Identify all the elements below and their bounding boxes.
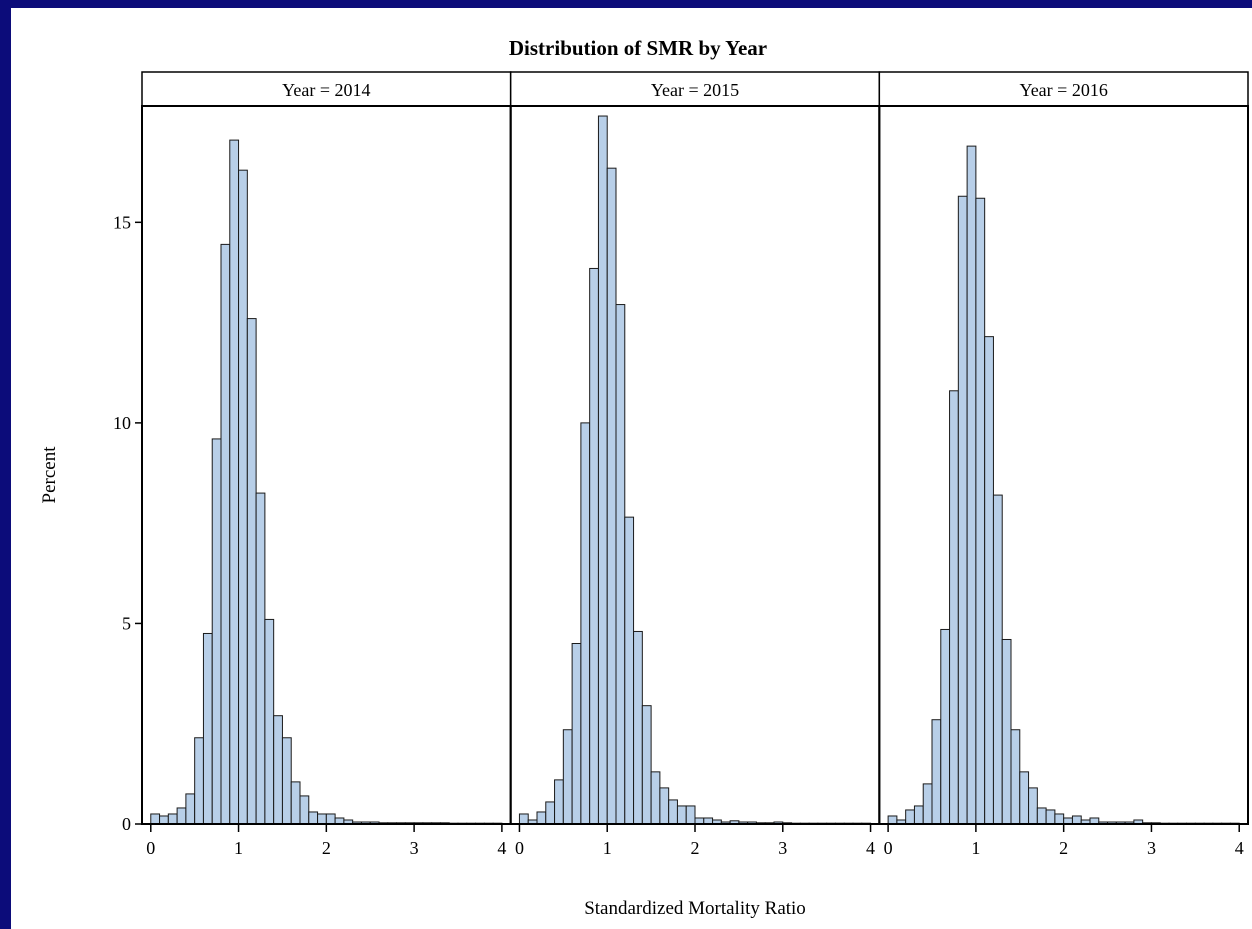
histogram-bar — [273, 715, 283, 825]
histogram-bar — [317, 813, 327, 825]
y-tick-label: 15 — [113, 212, 131, 232]
histogram-bar — [624, 516, 635, 825]
histogram-bar — [659, 787, 670, 825]
x-tick-label: 1 — [234, 838, 243, 858]
histogram-bar — [229, 139, 240, 825]
histogram-bar — [984, 336, 994, 825]
panel-border — [141, 105, 512, 825]
histogram-bar — [211, 438, 222, 825]
histogram-bar — [641, 705, 652, 825]
x-tick-label: 3 — [1147, 838, 1156, 858]
x-tick-label: 0 — [146, 838, 155, 858]
x-tick-label: 4 — [1235, 838, 1244, 858]
panel-1: Year = 2014 0 1 2 3 4 — [141, 71, 512, 858]
histogram-bar — [290, 781, 301, 825]
histogram-bar — [633, 630, 643, 825]
histogram-bar — [246, 318, 257, 825]
histogram-bar — [1001, 638, 1012, 825]
panel-header-label: Year = 2016 — [1020, 80, 1108, 100]
histogram-bar — [176, 807, 187, 825]
histogram-bar — [281, 737, 292, 825]
histogram-bar — [913, 805, 924, 825]
histogram-bar — [167, 813, 178, 825]
y-tick-label: 10 — [113, 413, 131, 433]
histogram-bar — [1028, 787, 1038, 825]
y-axis-label: Percent — [39, 446, 60, 504]
x-tick-label: 2 — [691, 838, 700, 858]
histogram-bar — [159, 815, 169, 825]
histogram-bar — [676, 805, 687, 825]
histogram-bar — [264, 618, 275, 825]
histogram-bar — [1071, 815, 1082, 825]
histogram-bar — [202, 632, 213, 825]
chart-canvas: Distribution of SMR by Year Percent Stan… — [39, 36, 1249, 919]
histogram-bar — [949, 390, 959, 825]
x-tick-label: 3 — [410, 838, 419, 858]
histogram-bar — [650, 771, 661, 825]
histogram-bar — [597, 115, 608, 825]
histogram-bar — [308, 811, 319, 825]
x-tick-label: 2 — [322, 838, 331, 858]
histogram-bar — [571, 642, 582, 825]
x-axis-label: Standardized Mortality Ratio — [584, 898, 806, 919]
histogram-bar — [887, 815, 898, 825]
histogram-bar — [957, 195, 968, 825]
histogram-bar — [922, 783, 933, 825]
histogram-bar — [685, 805, 696, 825]
histogram-bar — [1019, 771, 1030, 825]
histogram-bar — [299, 795, 310, 825]
panel-2: Year = 2015 0 1 2 3 4 — [509, 71, 881, 858]
panel-header-label: Year = 2015 — [651, 80, 739, 100]
histogram-bar — [1045, 809, 1056, 825]
histogram-bar — [615, 304, 626, 825]
histogram-bar — [966, 145, 977, 825]
panel-border — [509, 105, 881, 825]
histogram-bar — [194, 737, 204, 825]
y-tick-label: 5 — [122, 613, 131, 633]
histogram-bar — [255, 492, 266, 825]
panel-header-label: Year = 2014 — [282, 80, 370, 100]
chart-title: Distribution of SMR by Year — [509, 36, 767, 60]
y-tick-label: 0 — [122, 814, 131, 834]
histogram-bar — [150, 813, 161, 825]
panel-header — [509, 71, 881, 107]
histogram-bar — [220, 243, 231, 825]
histogram-bar — [992, 494, 1003, 825]
histogram-bar — [562, 729, 573, 825]
histogram-bar — [1010, 729, 1021, 825]
histogram-bar — [580, 422, 591, 825]
x-tick-label: 3 — [778, 838, 787, 858]
histogram-bar — [589, 267, 599, 825]
histogram-bar — [931, 719, 942, 825]
x-tick-label: 1 — [971, 838, 980, 858]
histogram-bar — [238, 169, 248, 825]
histogram-bar — [1054, 813, 1065, 825]
panel-border — [878, 105, 1249, 825]
panel-3: Year = 2016 0 1 2 3 4 — [878, 71, 1249, 858]
histogram-bar — [325, 813, 336, 825]
histogram-bar — [975, 197, 986, 825]
x-tick-label: 4 — [866, 838, 875, 858]
x-tick-label: 0 — [884, 838, 893, 858]
histogram-bar — [536, 811, 547, 825]
histogram-bar — [554, 779, 564, 825]
panel-header — [141, 71, 512, 107]
x-tick-label: 4 — [497, 838, 506, 858]
histogram-bar — [518, 813, 529, 825]
histogram-bar — [185, 793, 196, 825]
histogram-bar — [940, 628, 951, 825]
histogram-bar — [1036, 807, 1047, 825]
histogram-bar — [668, 799, 678, 825]
histogram-bar — [606, 167, 617, 825]
x-tick-label: 0 — [515, 838, 524, 858]
chart-frame: Distribution of SMR by Year Percent Stan… — [11, 8, 1252, 929]
x-tick-label: 1 — [603, 838, 612, 858]
x-tick-label: 2 — [1059, 838, 1068, 858]
histogram-bar — [905, 809, 915, 825]
histogram-bar — [545, 801, 556, 825]
